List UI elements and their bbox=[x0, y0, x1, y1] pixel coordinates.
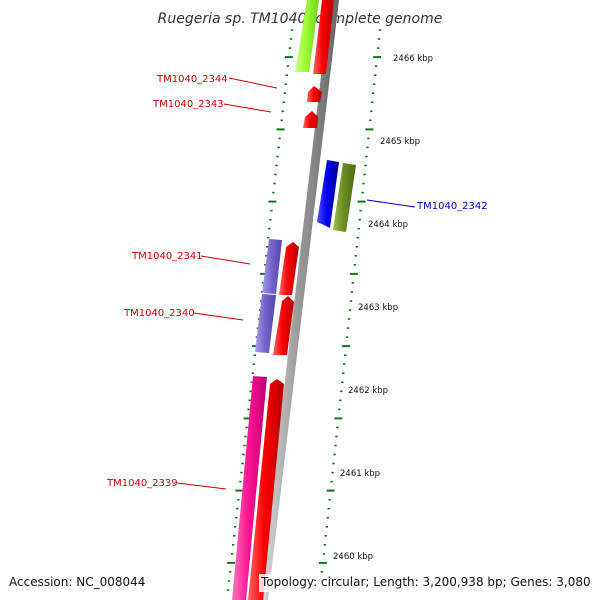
gene-label-2340[interactable]: TM1040_2340 bbox=[123, 308, 195, 319]
kbp-label-2465: 2465 kbp bbox=[380, 137, 420, 147]
gene-2340-cog bbox=[255, 294, 276, 353]
map-title: Ruegeria sp. TM1040, complete genome bbox=[158, 11, 443, 27]
kbp-label-2460: 2460 kbp bbox=[333, 552, 373, 562]
accession-text: Accession: NC_008044 bbox=[9, 575, 145, 589]
topology-background bbox=[259, 574, 592, 592]
gene-2339-cog bbox=[232, 376, 267, 600]
gene-label-2339[interactable]: TM1040_2339 bbox=[106, 478, 178, 489]
gene-2341-cog bbox=[262, 239, 282, 294]
gene-2339-cds bbox=[248, 379, 284, 600]
gene-2344-cog bbox=[295, 0, 319, 72]
leader-line-2340 bbox=[193, 312, 244, 321]
leader-line-2343 bbox=[223, 103, 272, 113]
gene-2343-cds-b bbox=[303, 111, 318, 128]
gene-2340-cds bbox=[273, 296, 294, 355]
gene-2342-cog bbox=[333, 163, 356, 232]
kbp-label-2461: 2461 kbp bbox=[340, 469, 380, 479]
gene-2341-cds bbox=[279, 242, 299, 295]
gene-2344-cds bbox=[313, 0, 334, 74]
gene-label-2343[interactable]: TM1040_2343 bbox=[152, 99, 224, 110]
tick-marks bbox=[226, 29, 382, 591]
kbp-label-2462: 2462 kbp bbox=[348, 386, 388, 396]
gene-label-2342[interactable]: TM1040_2342 bbox=[416, 201, 488, 212]
kbp-label-2466: 2466 kbp bbox=[393, 54, 433, 64]
genome-backbone bbox=[259, 0, 339, 600]
gene-label-2344[interactable]: TM1040_2344 bbox=[156, 74, 228, 85]
leader-line-2342 bbox=[366, 199, 416, 208]
gene-label-2341[interactable]: TM1040_2341 bbox=[131, 251, 203, 262]
gene-2342-cds bbox=[317, 160, 339, 228]
kbp-label-2464: 2464 kbp bbox=[368, 220, 408, 230]
kbp-label-2463: 2463 kbp bbox=[358, 303, 398, 313]
leader-line-2341 bbox=[200, 255, 251, 265]
leader-line-2344 bbox=[228, 77, 278, 89]
topology-text: Topology: circular; Length: 3,200,938 bp… bbox=[260, 575, 591, 589]
leader-line-2339 bbox=[176, 482, 227, 490]
gene-2343-cds-a bbox=[307, 86, 322, 102]
